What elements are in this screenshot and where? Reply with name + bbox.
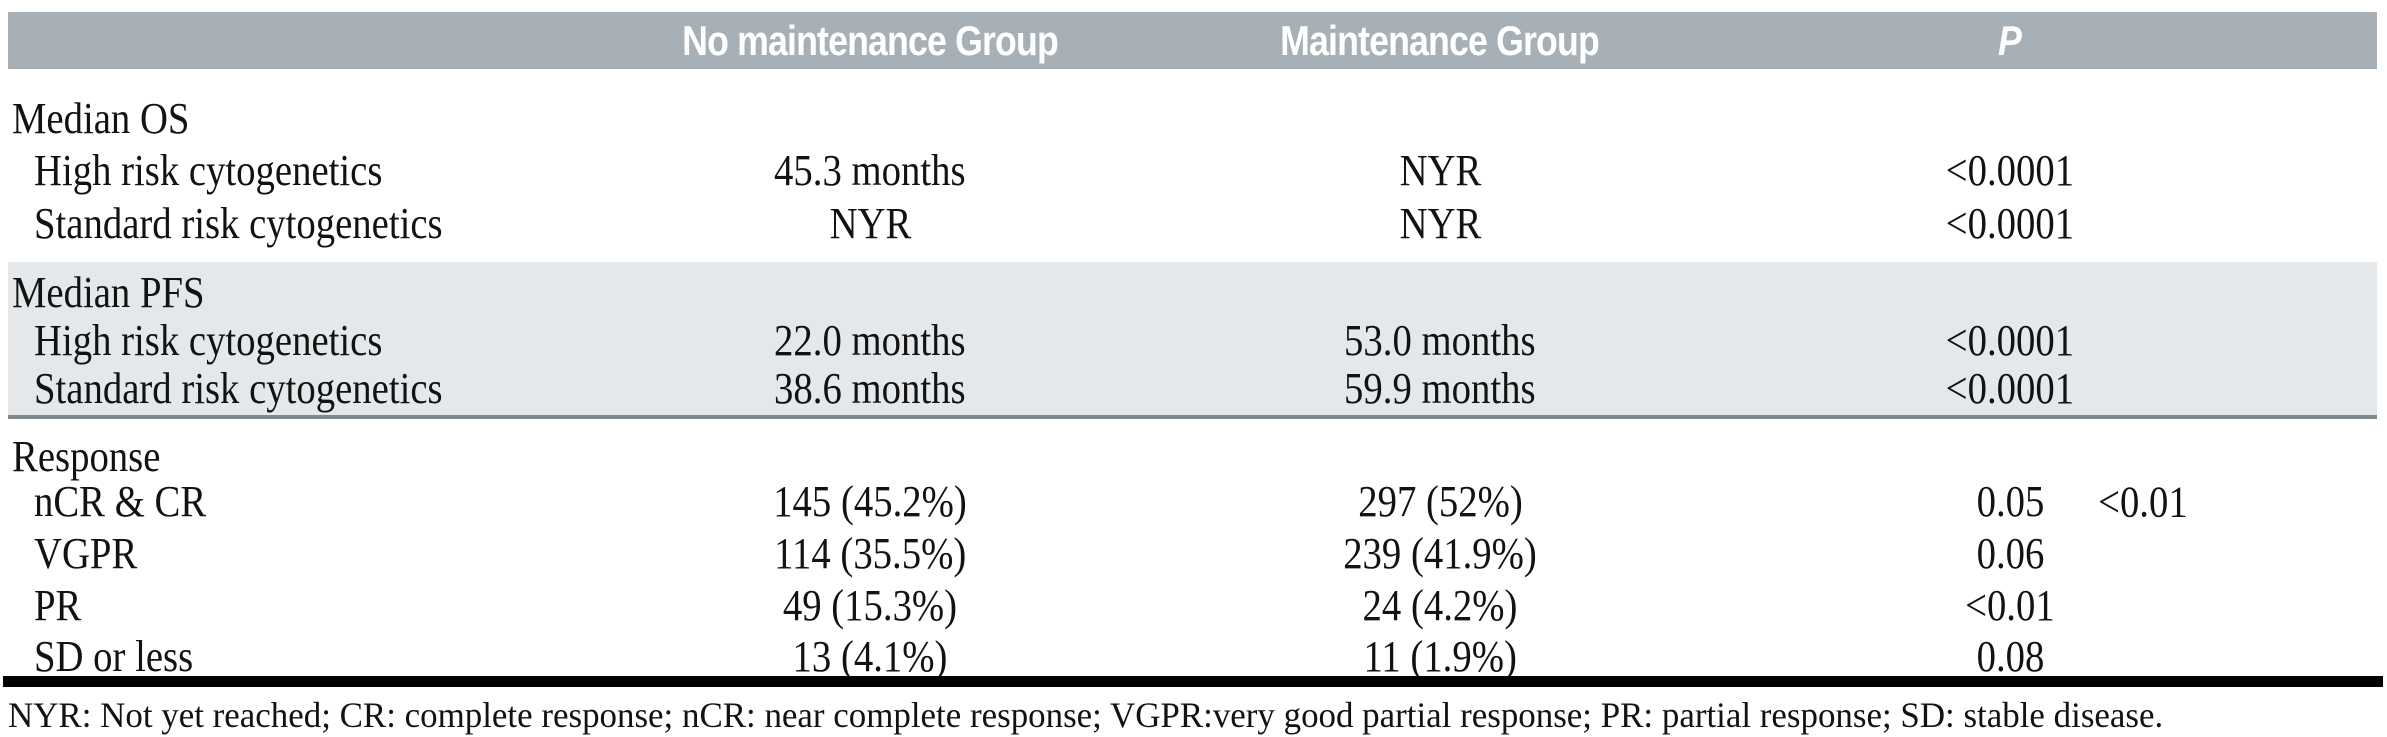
maintenance-value: 53.0 months (1344, 316, 1536, 365)
row-label: nCR & CR (34, 477, 207, 526)
table-row-os-standard-risk: Standard risk cytogenetics NYR NYR <0.00… (8, 197, 2377, 250)
table-bottom-rule (3, 676, 2383, 687)
no-maintenance-value: 13 (4.1%) (792, 632, 948, 681)
no-maintenance-value: 38.6 months (774, 364, 966, 413)
table-row-pfs-high-risk: High risk cytogenetics 22.0 months 53.0 … (8, 314, 2377, 367)
table-row-sd-or-less: SD or less 13 (4.1%) 11 (1.9%) 0.08 (8, 630, 2377, 683)
p-value: <0.0001 (1945, 146, 2075, 195)
p-value: 0.06 (1976, 529, 2044, 578)
p-value: <0.0001 (1945, 364, 2075, 413)
row-label: VGPR (34, 529, 138, 578)
maintenance-value: NYR (1399, 146, 1481, 195)
p-value: <0.0001 (1945, 316, 2075, 365)
p-value-header: P (1998, 16, 2023, 64)
secondary-p-value: <0.01 (2098, 477, 2188, 526)
row-label: SD or less (34, 632, 194, 681)
section-label: Response (12, 432, 161, 481)
table-footnote: NYR: Not yet reached; CR: complete respo… (8, 695, 2164, 735)
maintenance-group-header: Maintenance Group (1280, 16, 1601, 64)
p-value: 0.08 (1976, 632, 2044, 681)
row-label: Standard risk cytogenetics (34, 199, 443, 248)
section-label: Median OS (12, 94, 190, 143)
table-row-vgpr: VGPR 114 (35.5%) 239 (41.9%) 0.06 (8, 527, 2377, 580)
p-value: <0.0001 (1945, 199, 2075, 248)
table-row-pr: PR 49 (15.3%) 24 (4.2%) <0.01 (8, 579, 2377, 632)
table-row-ncr-cr: nCR & CR 145 (45.2%) 297 (52%) 0.05 <0.01 (8, 475, 2377, 528)
table-header-row: No maintenance Group Maintenance Group P (8, 12, 2377, 69)
no-maintenance-value: NYR (829, 199, 911, 248)
section-label: Median PFS (12, 268, 205, 317)
maintenance-value: NYR (1399, 199, 1481, 248)
no-maintenance-value: 45.3 months (774, 146, 966, 195)
no-maintenance-value: 49 (15.3%) (782, 581, 958, 630)
header-cell-p: P (1700, 17, 2320, 65)
header-cell-no-maintenance: No maintenance Group (560, 17, 1180, 65)
header-cell-maintenance: Maintenance Group (1180, 17, 1700, 65)
median-pfs-shaded-band (8, 262, 2377, 419)
maintenance-value: 297 (52%) (1357, 477, 1523, 526)
table-row-pfs-standard-risk: Standard risk cytogenetics 38.6 months 5… (8, 362, 2377, 415)
maintenance-value: 239 (41.9%) (1343, 529, 1537, 578)
row-label: High risk cytogenetics (34, 316, 383, 365)
no-maintenance-value: 22.0 months (774, 316, 966, 365)
no-maintenance-value: 114 (35.5%) (773, 529, 967, 578)
maintenance-value: 24 (4.2%) (1362, 581, 1518, 630)
maintenance-value: 59.9 months (1344, 364, 1536, 413)
p-value: <0.01 (1965, 581, 2055, 630)
no-maintenance-group-header: No maintenance Group (682, 16, 1059, 64)
section-row-median-pfs: Median PFS (8, 266, 2377, 319)
maintenance-value: 11 (1.9%) (1363, 632, 1517, 681)
row-label: PR (34, 581, 82, 630)
no-maintenance-value: 145 (45.2%) (773, 477, 967, 526)
row-label: High risk cytogenetics (34, 146, 383, 195)
table-header-band (8, 12, 2377, 69)
section-row-median-os: Median OS (8, 92, 2377, 145)
row-label: Standard risk cytogenetics (34, 364, 443, 413)
p-value: 0.05 <0.01 (1976, 477, 2188, 526)
section-row-response: Response (8, 430, 2377, 483)
table-row-os-high-risk: High risk cytogenetics 45.3 months NYR <… (8, 144, 2377, 197)
